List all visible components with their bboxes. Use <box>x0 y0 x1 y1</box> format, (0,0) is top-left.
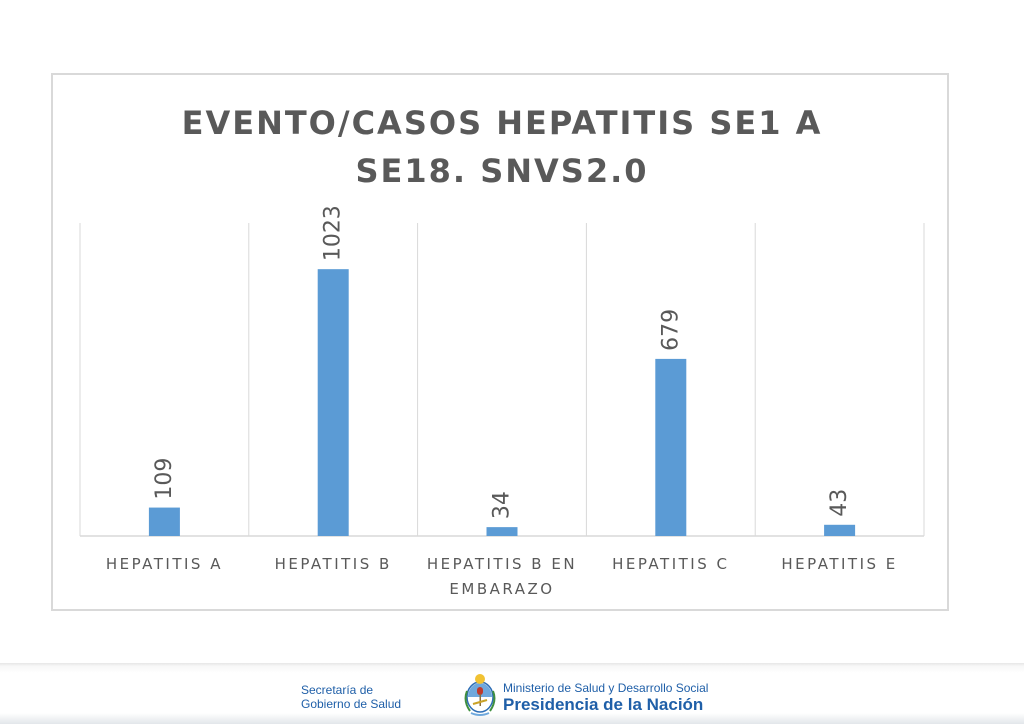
ministerio-name: Ministerio de Salud y Desarrollo Social <box>503 681 709 695</box>
data-label-4: 679 <box>658 309 683 351</box>
national-coat-of-arms-icon <box>464 674 496 716</box>
bar-2 <box>317 269 349 536</box>
data-label-1: 109 <box>152 458 177 500</box>
category-label-4: HEPATITIS C <box>612 555 729 573</box>
bar-4 <box>655 358 687 536</box>
chart-title: EVENTO/CASOS HEPATITIS SE1 A SE18. SNVS2… <box>53 99 951 195</box>
chart-frame: EVENTO/CASOS HEPATITIS SE1 A SE18. SNVS2… <box>51 73 949 611</box>
secretaria-line-1: Secretaría de <box>301 683 374 697</box>
category-label-5: HEPATITIS E <box>781 555 897 573</box>
data-label-2: 1023 <box>321 205 346 261</box>
ministerio-label: Ministerio de Salud y Desarrollo Social … <box>503 681 708 715</box>
bar-1 <box>148 507 180 536</box>
secretaria-line-2: Gobierno de Salud <box>301 697 402 711</box>
footer-bar <box>0 663 1024 724</box>
bar-5 <box>824 524 856 536</box>
category-label-2: HEPATITIS B <box>275 555 392 573</box>
data-label-5: 43 <box>827 489 852 517</box>
chart-title-line-1: EVENTO/CASOS HEPATITIS SE1 A <box>181 104 823 142</box>
chart-title-line-2: SE18. SNVS2.0 <box>355 152 649 190</box>
category-label-1: HEPATITIS A <box>106 555 223 573</box>
data-label-3: 34 <box>490 491 515 519</box>
bar-3 <box>486 527 518 536</box>
category-label-3: HEPATITIS B EN <box>427 555 577 573</box>
category-label-3-line-2: EMBARAZO <box>449 580 554 598</box>
presidencia-name: Presidencia de la Nación <box>503 695 704 714</box>
secretaria-label: Secretaría de Gobierno de Salud <box>301 683 401 711</box>
bar-chart: 109 HEPATITIS A 1023 HEPATITIS B 34 HEPATITIS… <box>79 205 925 598</box>
